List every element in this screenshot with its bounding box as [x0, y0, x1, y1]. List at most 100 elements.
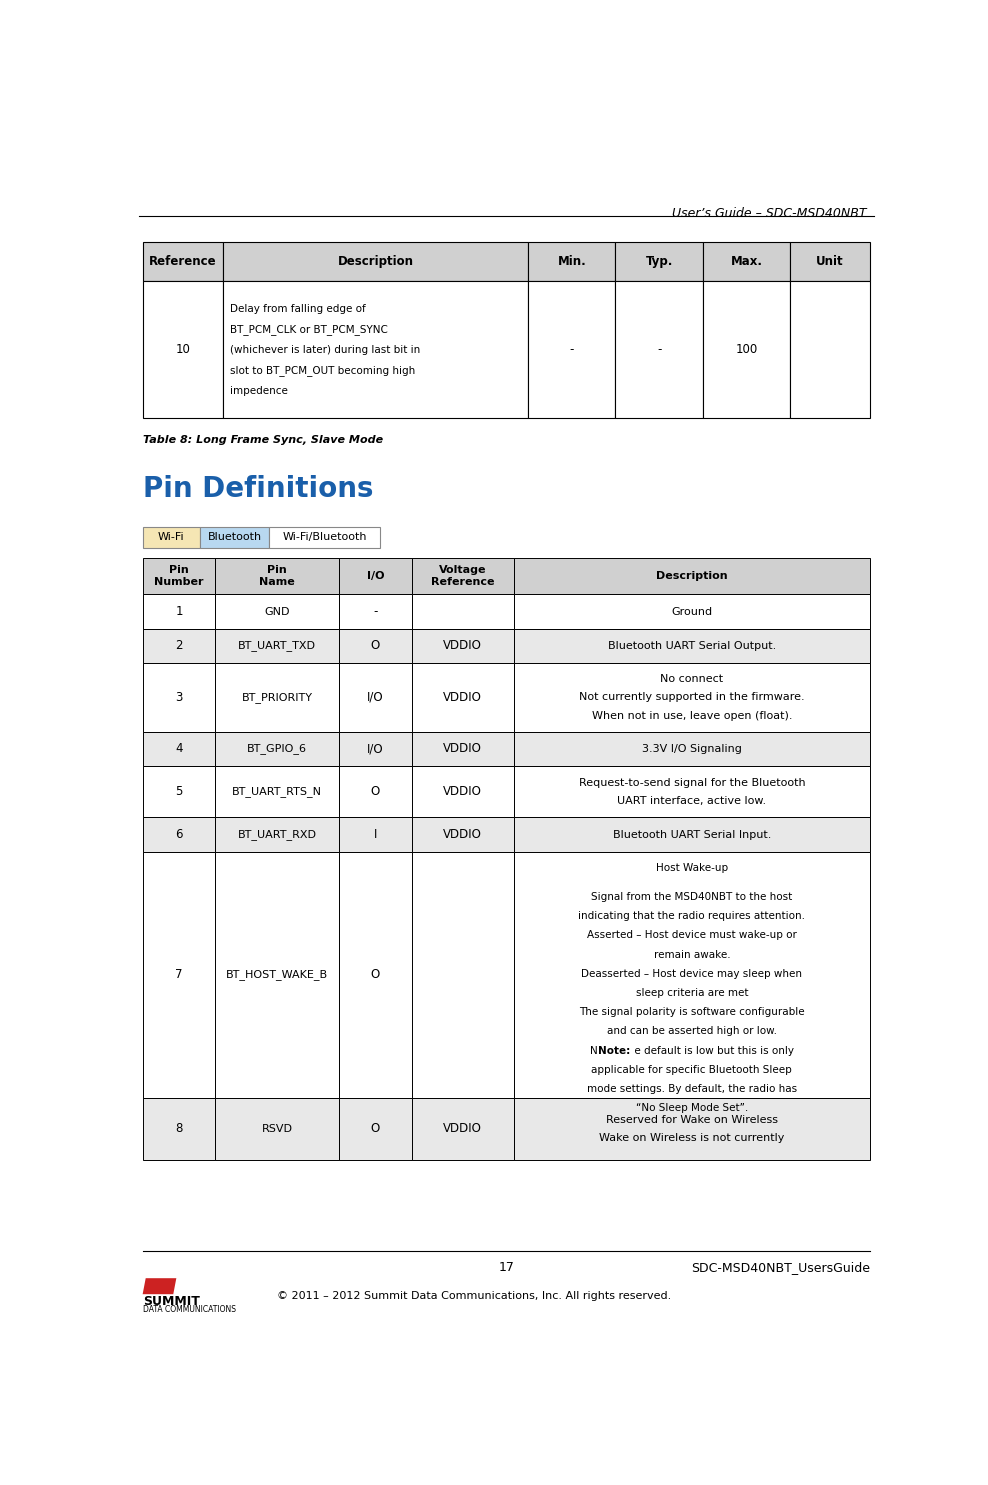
Bar: [412, 662, 514, 732]
Bar: [412, 852, 514, 1097]
Text: indicating that the radio requires attention.: indicating that the radio requires atten…: [578, 912, 805, 921]
Text: BT_PRIORITY: BT_PRIORITY: [242, 692, 313, 702]
Text: 1: 1: [175, 604, 183, 618]
Text: Asserted – Host device must wake-up or: Asserted – Host device must wake-up or: [587, 931, 796, 940]
Text: I/O: I/O: [367, 572, 384, 581]
Text: applicable for specific Bluetooth Sleep: applicable for specific Bluetooth Sleep: [592, 1065, 792, 1075]
Bar: [142, 594, 215, 628]
Text: Bluetooth UART Serial Output.: Bluetooth UART Serial Output.: [608, 642, 776, 650]
Polygon shape: [142, 1279, 176, 1295]
Bar: [142, 281, 222, 419]
Text: The signal polarity is software configurable: The signal polarity is software configur…: [579, 1007, 804, 1017]
Bar: [339, 594, 412, 628]
Bar: [215, 628, 339, 662]
Bar: [339, 817, 412, 852]
Text: 3.3V I/O Signaling: 3.3V I/O Signaling: [642, 744, 742, 754]
Text: Ground: Ground: [671, 606, 712, 616]
Text: VDDIO: VDDIO: [444, 1123, 482, 1136]
Text: Max.: Max.: [730, 255, 763, 269]
Text: Request-to-send signal for the Bluetooth: Request-to-send signal for the Bluetooth: [579, 778, 805, 787]
Text: UART interface, active low.: UART interface, active low.: [618, 796, 767, 806]
Text: VDDIO: VDDIO: [444, 742, 482, 756]
Text: sleep criteria are met: sleep criteria are met: [635, 988, 748, 998]
Text: remain awake.: remain awake.: [653, 949, 730, 959]
Text: Min.: Min.: [557, 255, 586, 269]
Text: Description: Description: [656, 572, 727, 581]
Text: -: -: [570, 343, 574, 356]
Bar: [529, 281, 616, 419]
Text: Host Wake-up: Host Wake-up: [656, 863, 728, 873]
Bar: [339, 628, 412, 662]
Text: I: I: [373, 829, 377, 841]
Text: BT_UART_RTS_N: BT_UART_RTS_N: [232, 786, 322, 797]
Text: 4: 4: [175, 742, 183, 756]
Bar: [412, 628, 514, 662]
Text: User’s Guide – SDC-MSD40NBT: User’s Guide – SDC-MSD40NBT: [672, 206, 866, 220]
Text: Signal from the MSD40NBT to the host: Signal from the MSD40NBT to the host: [591, 892, 792, 901]
Text: Table 8: Long Frame Sync, Slave Mode: Table 8: Long Frame Sync, Slave Mode: [142, 435, 382, 445]
Text: When not in use, leave open (float).: When not in use, leave open (float).: [592, 711, 792, 720]
Bar: [790, 281, 870, 419]
Text: SDC-MSD40NBT_UsersGuide: SDC-MSD40NBT_UsersGuide: [691, 1261, 870, 1274]
Text: -: -: [657, 343, 661, 356]
Text: Reserved for Wake on Wireless: Reserved for Wake on Wireless: [606, 1115, 778, 1124]
Text: Description: Description: [338, 255, 413, 269]
Text: Note: The default is low but this is only: Note: The default is low but this is onl…: [590, 1045, 793, 1056]
Bar: [142, 662, 215, 732]
Text: VDDIO: VDDIO: [444, 691, 482, 704]
Text: BT_UART_TXD: BT_UART_TXD: [238, 640, 316, 652]
Text: 17: 17: [498, 1261, 515, 1274]
Bar: [339, 766, 412, 817]
Bar: [514, 628, 870, 662]
Text: O: O: [370, 1123, 380, 1136]
Bar: [215, 558, 339, 594]
Bar: [142, 527, 200, 548]
Bar: [412, 558, 514, 594]
Text: 5: 5: [175, 786, 183, 797]
Bar: [222, 281, 529, 419]
Bar: [514, 732, 870, 766]
Text: I/O: I/O: [368, 742, 383, 756]
Bar: [514, 558, 870, 594]
Text: 8: 8: [175, 1123, 183, 1136]
Text: BT_HOST_WAKE_B: BT_HOST_WAKE_B: [226, 970, 328, 980]
Text: O: O: [370, 640, 380, 652]
Bar: [215, 852, 339, 1097]
Bar: [597, 1044, 635, 1063]
Text: 6: 6: [175, 829, 183, 841]
Bar: [142, 766, 215, 817]
Bar: [412, 1097, 514, 1160]
Bar: [616, 242, 702, 281]
Bar: [412, 732, 514, 766]
Text: Bluetooth UART Serial Input.: Bluetooth UART Serial Input.: [613, 830, 771, 839]
Bar: [339, 558, 412, 594]
Text: Reference: Reference: [149, 255, 216, 269]
Bar: [790, 242, 870, 281]
Bar: [339, 852, 412, 1097]
Text: RSVD: RSVD: [262, 1124, 292, 1135]
Text: Voltage
Reference: Voltage Reference: [431, 566, 494, 587]
Text: 7: 7: [175, 968, 183, 982]
Bar: [222, 242, 529, 281]
Bar: [142, 852, 215, 1097]
Bar: [142, 732, 215, 766]
Text: Pin Definitions: Pin Definitions: [142, 475, 373, 503]
Bar: [412, 817, 514, 852]
Bar: [514, 852, 870, 1097]
Text: BT_PCM_CLK or BT_PCM_SYNC: BT_PCM_CLK or BT_PCM_SYNC: [230, 324, 388, 334]
Bar: [514, 594, 870, 628]
Bar: [702, 242, 790, 281]
Text: Pin
Number: Pin Number: [154, 566, 204, 587]
Bar: [702, 281, 790, 419]
Text: SUMMIT: SUMMIT: [142, 1295, 200, 1308]
Bar: [339, 662, 412, 732]
Bar: [142, 817, 215, 852]
Bar: [200, 527, 269, 548]
Bar: [142, 1097, 215, 1160]
Text: 3: 3: [175, 691, 183, 704]
Bar: [514, 817, 870, 852]
Text: No connect: No connect: [660, 674, 723, 685]
Text: Delay from falling edge of: Delay from falling edge of: [230, 303, 367, 313]
Text: VDDIO: VDDIO: [444, 786, 482, 797]
Text: GND: GND: [265, 606, 289, 616]
